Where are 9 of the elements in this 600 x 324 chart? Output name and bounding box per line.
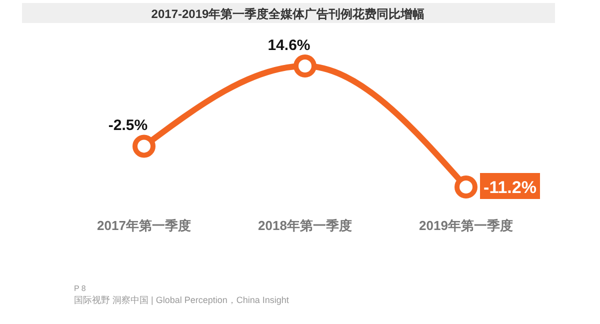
data-label: -2.5% — [108, 117, 148, 134]
text: P 8 — [74, 284, 86, 293]
x-tick-label: 2017年第一季度 — [97, 218, 191, 233]
data-label: -11.2% — [484, 178, 536, 197]
data-label: 14.6% — [268, 37, 310, 54]
x-tick-label: 2019年第一季度 — [419, 218, 513, 233]
chart-title: 2017-2019年第一季度全媒体广告刊例花费同比增幅 — [151, 7, 425, 21]
text: 国际视野 洞察中国 | Global Perception，China Insight — [74, 295, 290, 305]
x-tick-label: 2018年第一季度 — [258, 218, 352, 233]
